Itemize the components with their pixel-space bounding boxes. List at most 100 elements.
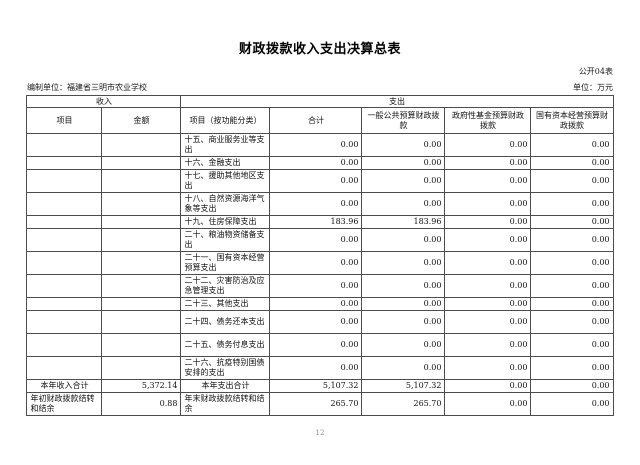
cell-exp-item: 二十一、国有资本经营预算支出 xyxy=(180,251,271,275)
meta-block: 公开04表 编制单位：福建省三明市农业学校 单位：万元 xyxy=(27,66,613,93)
cell-general-budget: 0.00 xyxy=(361,297,446,311)
cell-gov-fund: 0.00 xyxy=(444,356,532,380)
totals-row: 本年收入合计 5,372.14 本年支出合计 5,107.32 5,107.32… xyxy=(26,379,614,393)
cell-gov-fund: 0.00 xyxy=(444,228,532,252)
cell-exp-item: 十七、援助其他地区支出 xyxy=(180,169,271,193)
cell-general-budget: 0.00 xyxy=(361,133,446,157)
cell-gov-fund: 0.00 xyxy=(444,251,532,275)
cell-exp-item: 二十三、其他支出 xyxy=(180,297,271,311)
cell-income-item xyxy=(26,333,103,357)
cell-total: 0.00 xyxy=(269,228,363,252)
table-row: 十五、商业服务业等支出 0.00 0.00 0.00 0.00 xyxy=(26,133,614,157)
cell-income-item xyxy=(26,228,103,252)
cell-state-capital: 0.00 xyxy=(530,274,614,298)
cell-income-item xyxy=(26,192,103,216)
cell-income-amount xyxy=(101,333,182,357)
org-label: 编制单位：福建省三明市农业学校 xyxy=(27,83,147,92)
cell-total: 0.00 xyxy=(269,251,363,275)
cell-exp-item: 十八、自然资源海洋气象等支出 xyxy=(180,192,271,216)
table-row: 十八、自然资源海洋气象等支出 0.00 0.00 0.00 0.00 xyxy=(26,192,614,216)
cell-gov-fund: 0.00 xyxy=(444,392,532,416)
cell-general-budget: 5,107.32 xyxy=(361,379,446,393)
group-header-row: 收入 支出 xyxy=(26,95,614,108)
col-header-gov-fund: 政府性基金预算财政拨款 xyxy=(444,107,532,134)
final-accounts-table: 收入 支出 项目 金额 项目（按功能分类） 合计 一般公共预算财政拨款 政府性基… xyxy=(26,95,614,416)
cell-income-amount xyxy=(101,228,182,252)
cell-exp-item: 十六、金融支出 xyxy=(180,156,271,170)
cell-exp-item: 二十五、债务付息支出 xyxy=(180,333,271,357)
cell-gov-fund: 0.00 xyxy=(444,215,532,229)
cell-income-amount xyxy=(101,215,182,229)
cell-state-capital: 0.00 xyxy=(530,169,614,193)
cell-general-budget: 0.00 xyxy=(361,192,446,216)
table-row: 十九、住房保障支出 183.96 183.96 0.00 0.00 xyxy=(26,215,614,229)
cell-state-capital: 0.00 xyxy=(530,215,614,229)
cell-income-item: 年初财政拨款结转和结余 xyxy=(26,392,103,416)
cell-income-item xyxy=(26,356,103,380)
table-row: 二十、粮油物资储备支出 0.00 0.00 0.00 0.00 xyxy=(26,228,614,252)
table-row: 十七、援助其他地区支出 0.00 0.00 0.00 0.00 xyxy=(26,169,614,193)
cell-state-capital: 0.00 xyxy=(530,310,614,334)
cell-income-amount xyxy=(101,274,182,298)
income-group-header: 收入 xyxy=(26,95,182,108)
cell-exp-item: 十九、住房保障支出 xyxy=(180,215,271,229)
cell-exp-item: 年末财政拨款结转和结余 xyxy=(180,392,271,416)
meta-row: 编制单位：福建省三明市农业学校 单位：万元 xyxy=(27,82,613,93)
cell-exp-item: 十五、商业服务业等支出 xyxy=(180,133,271,157)
cell-income-amount: 0.88 xyxy=(101,392,182,416)
col-header-exp-item: 项目（按功能分类） xyxy=(180,107,271,134)
cell-income-amount xyxy=(101,169,182,193)
cell-income-amount: 5,372.14 xyxy=(101,379,182,393)
cell-gov-fund: 0.00 xyxy=(444,379,532,393)
cell-total: 265.70 xyxy=(269,392,363,416)
cell-total: 0.00 xyxy=(269,133,363,157)
cell-general-budget: 0.00 xyxy=(361,156,446,170)
cell-state-capital: 0.00 xyxy=(530,379,614,393)
cell-general-budget: 0.00 xyxy=(361,333,446,357)
cell-income-item: 本年收入合计 xyxy=(26,379,103,393)
cell-general-budget: 265.70 xyxy=(361,392,446,416)
cell-state-capital: 0.00 xyxy=(530,297,614,311)
cell-gov-fund: 0.00 xyxy=(444,297,532,311)
cell-state-capital: 0.00 xyxy=(530,392,614,416)
doc-number-label: 公开04表 xyxy=(578,67,613,76)
cell-gov-fund: 0.00 xyxy=(444,156,532,170)
column-header-row: 项目 金额 项目（按功能分类） 合计 一般公共预算财政拨款 政府性基金预算财政拨… xyxy=(26,107,614,134)
cell-gov-fund: 0.00 xyxy=(444,333,532,357)
cell-total: 0.00 xyxy=(269,192,363,216)
cell-gov-fund: 0.00 xyxy=(444,274,532,298)
cell-income-item xyxy=(26,310,103,334)
cell-income-item xyxy=(26,133,103,157)
cell-general-budget: 0.00 xyxy=(361,274,446,298)
cell-general-budget: 0.00 xyxy=(361,310,446,334)
cell-total: 0.00 xyxy=(269,356,363,380)
cell-income-item xyxy=(26,156,103,170)
cell-total: 0.00 xyxy=(269,333,363,357)
table-row: 二十五、债务付息支出 0.00 0.00 0.00 0.00 xyxy=(26,333,614,357)
col-header-general-budget: 一般公共预算财政拨款 xyxy=(361,107,446,134)
cell-total: 0.00 xyxy=(269,274,363,298)
cell-total: 183.96 xyxy=(269,215,363,229)
table-row: 二十一、国有资本经营预算支出 0.00 0.00 0.00 0.00 xyxy=(26,251,614,275)
cell-general-budget: 0.00 xyxy=(361,251,446,275)
table-row: 十六、金融支出 0.00 0.00 0.00 0.00 xyxy=(26,156,614,170)
cell-income-amount xyxy=(101,133,182,157)
table-row: 二十六、抗疫特别国债安排的支出 0.00 0.00 0.00 0.00 xyxy=(26,356,614,380)
cell-gov-fund: 0.00 xyxy=(444,192,532,216)
cell-income-item xyxy=(26,215,103,229)
cell-exp-item: 二十四、债务还本支出 xyxy=(180,310,271,334)
cell-income-amount xyxy=(101,156,182,170)
cell-state-capital: 0.00 xyxy=(530,356,614,380)
col-header-income-item: 项目 xyxy=(26,107,103,134)
cell-total: 0.00 xyxy=(269,297,363,311)
cell-gov-fund: 0.00 xyxy=(444,169,532,193)
cell-state-capital: 0.00 xyxy=(530,333,614,357)
cell-income-item xyxy=(26,251,103,275)
col-header-state-capital: 国有资本经营预算财政拨款 xyxy=(530,107,614,134)
cell-gov-fund: 0.00 xyxy=(444,133,532,157)
cell-general-budget: 0.00 xyxy=(361,169,446,193)
cell-state-capital: 0.00 xyxy=(530,133,614,157)
cell-income-item xyxy=(26,169,103,193)
cell-income-item xyxy=(26,297,103,311)
